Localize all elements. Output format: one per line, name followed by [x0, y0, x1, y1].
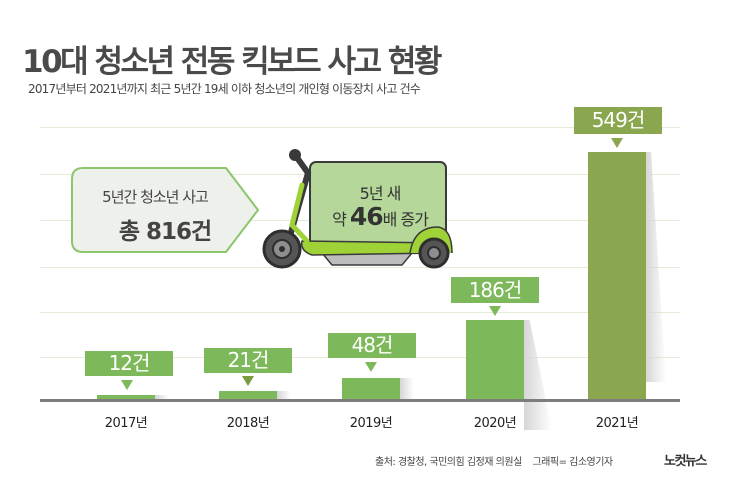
bar-2020	[466, 320, 524, 400]
x-tick-2020: 2020년	[473, 416, 517, 431]
source-credit: 출처: 경찰청, 국민의힘 김정재 의원실 그래픽= 김소영기자	[375, 457, 613, 468]
bar-2019	[342, 378, 400, 400]
kick-scooter-icon	[262, 149, 453, 269]
bar-shadow	[155, 395, 169, 400]
callout-line2: 총 816건	[118, 219, 212, 245]
total-callout	[71, 167, 260, 253]
bar-shadow	[400, 378, 414, 400]
value-label-2019: 48건	[328, 333, 416, 358]
bar-2018	[219, 391, 277, 400]
x-tick-2019: 2019년	[349, 416, 393, 431]
scooter-note-suffix: 배 증가	[382, 210, 429, 229]
value-label-2017: 12건	[85, 351, 173, 376]
label-pointer	[242, 376, 254, 386]
bar-2021	[588, 152, 646, 400]
bar-shadow	[277, 391, 291, 400]
label-pointer	[121, 380, 133, 390]
scooter-note-line2: 약 46배 증가	[305, 202, 455, 231]
x-tick-2018: 2018년	[226, 416, 270, 431]
label-pointer	[611, 138, 623, 148]
x-axis	[40, 399, 680, 402]
value-label-2020: 186건	[451, 277, 539, 303]
value-label-2018: 21건	[204, 348, 292, 373]
gridline	[40, 267, 680, 268]
gridline	[40, 127, 680, 128]
publisher-logo: 노컷뉴스	[664, 454, 707, 469]
gridline	[40, 312, 680, 313]
scooter-note-number: 46	[349, 202, 384, 231]
scooter-note-prefix: 약	[332, 210, 350, 229]
chart-title: 10대 청소년 전동 킥보드 사고 현황	[22, 44, 442, 80]
x-tick-2017: 2017년	[104, 416, 148, 431]
x-tick-2021: 2021년	[595, 416, 639, 431]
value-label-2021: 549건	[574, 107, 662, 134]
scooter-note-line1: 5년 새	[359, 184, 402, 203]
label-pointer	[365, 362, 377, 372]
chart-subtitle: 2017년부터 2021년까지 최근 5년간 19세 이하 청소년의 개인형 이…	[28, 82, 421, 96]
bar-2017	[97, 395, 155, 400]
label-pointer	[489, 306, 501, 316]
callout-line1: 5년간 청소년 사고	[102, 188, 209, 206]
